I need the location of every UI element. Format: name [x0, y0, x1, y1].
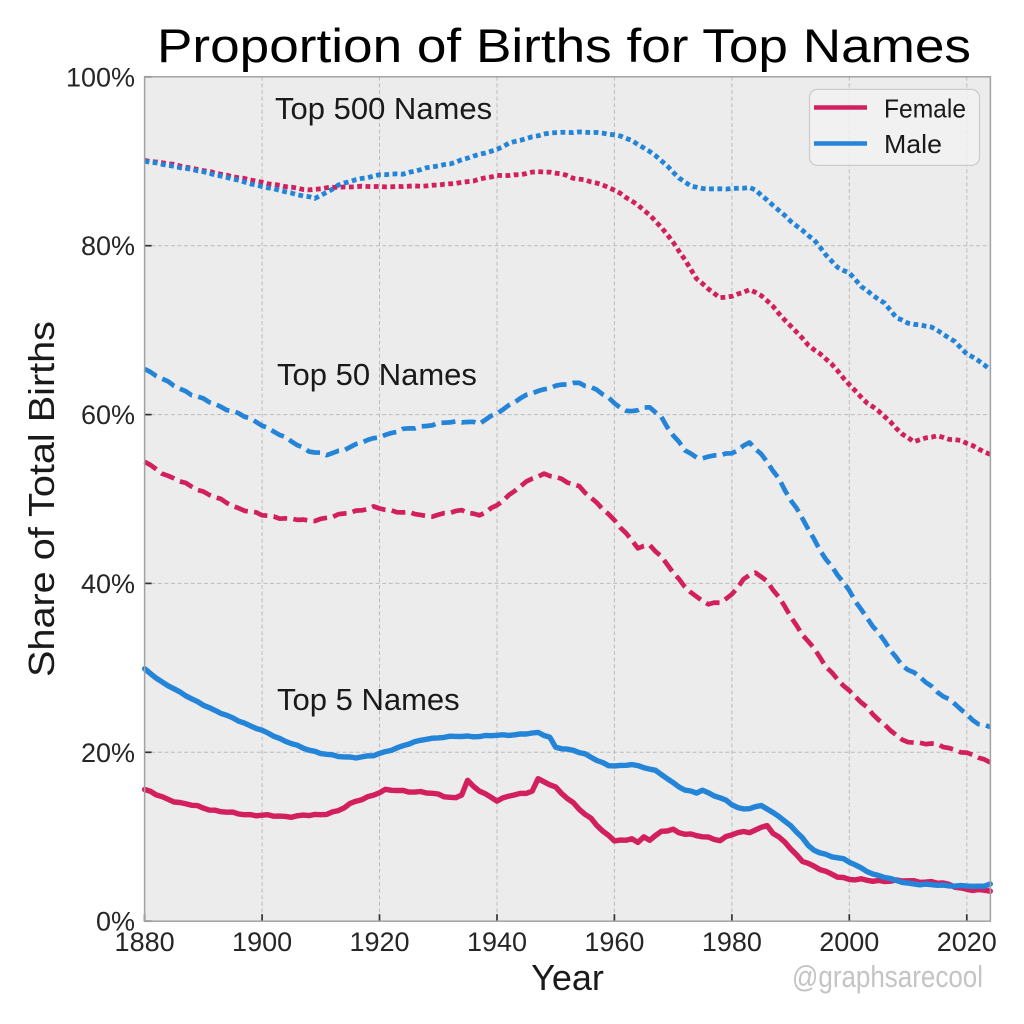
- svg-text:Share of Total Births: Share of Total Births: [21, 321, 62, 677]
- svg-text:1920: 1920: [349, 927, 409, 957]
- svg-text:Female: Female: [884, 94, 966, 124]
- svg-text:100%: 100%: [66, 62, 135, 92]
- svg-text:2020: 2020: [937, 927, 997, 957]
- svg-text:Year: Year: [531, 957, 604, 998]
- svg-text:Top 500 Names: Top 500 Names: [275, 91, 492, 126]
- svg-text:1980: 1980: [702, 927, 762, 957]
- svg-text:2000: 2000: [819, 927, 879, 957]
- svg-text:60%: 60%: [81, 400, 135, 430]
- svg-text:Top 50 Names: Top 50 Names: [277, 357, 477, 392]
- svg-text:Proportion of Births for Top N: Proportion of Births for Top Names: [157, 19, 971, 72]
- svg-text:0%: 0%: [96, 907, 135, 937]
- svg-text:80%: 80%: [81, 231, 135, 261]
- svg-text:1880: 1880: [115, 927, 175, 957]
- svg-text:Top 5 Names: Top 5 Names: [277, 682, 460, 717]
- svg-text:1900: 1900: [232, 927, 292, 957]
- svg-text:1960: 1960: [584, 927, 644, 957]
- svg-text:20%: 20%: [81, 738, 135, 768]
- svg-text:1940: 1940: [467, 927, 527, 957]
- svg-text:@graphsarecool: @graphsarecool: [792, 959, 983, 994]
- svg-text:Male: Male: [884, 129, 942, 159]
- svg-text:40%: 40%: [81, 569, 135, 599]
